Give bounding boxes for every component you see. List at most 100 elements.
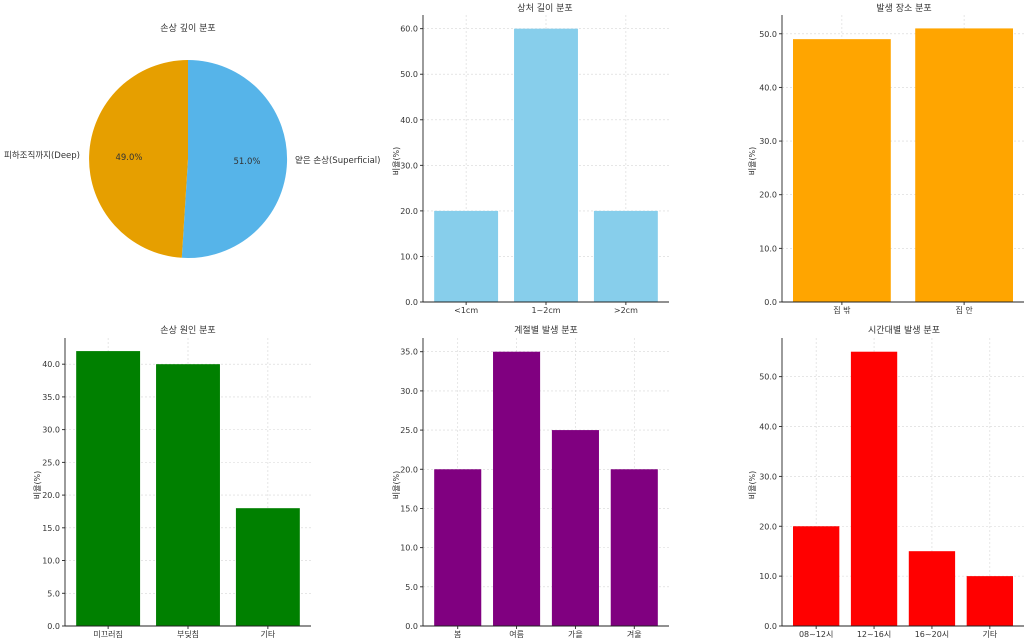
bar-panel-time: 시간대별 발생 분포 비율(%) 0.0 10.0 20.0 30.0 40.0 50.0…	[748, 325, 1024, 639]
y-tick-label: 30.0	[400, 161, 418, 170]
y-axis-label: 비율(%)	[748, 147, 757, 176]
bar	[850, 351, 898, 626]
bar	[908, 551, 956, 626]
x-tick-label: 기타	[261, 630, 276, 638]
y-tick-label: 35.0	[400, 348, 418, 357]
bar-panel-cause: 손상 원인 분포 비율(%) 0.0 5.0 10.0 15.0 20.0 25.0 30.…	[33, 325, 311, 639]
y-tick-label: 50.0	[759, 373, 777, 382]
y-tick-label: 40.0	[759, 423, 777, 432]
y-tick-label: 20.0	[400, 465, 418, 474]
y-tick-label: 50.0	[759, 30, 777, 39]
bar	[434, 469, 482, 626]
y-tick-label: 5.0	[405, 583, 418, 592]
y-tick-label: 0.0	[764, 298, 777, 307]
x-tick-label: 가을	[568, 630, 583, 638]
bar	[434, 210, 499, 302]
chart-title: 발생 장소 분포	[876, 3, 931, 14]
bar-panel-wound-length: 상처 길이 분포 비율(%) 0.0 10.0 20.0 30.0 40.0 50.0 60…	[392, 2, 669, 315]
y-tick-label: 30.0	[759, 137, 777, 146]
chart-title: 계절별 발생 분포	[514, 324, 578, 336]
bar	[156, 364, 220, 626]
x-tick-label: 집 밖	[833, 305, 851, 315]
pie-slice-superficial	[181, 59, 288, 258]
x-tick-label: 봄	[454, 630, 461, 638]
y-tick-label: 40.0	[400, 116, 418, 125]
pie-label-deep: 피하조직까지(Deep)	[4, 150, 80, 161]
y-tick-label: 15.0	[42, 524, 60, 533]
y-tick-label: 10.0	[759, 572, 777, 581]
y-tick-label: 20.0	[400, 207, 418, 216]
y-tick-label: 30.0	[759, 472, 777, 481]
pie-slice-deep	[89, 60, 188, 258]
y-tick-label: 30.0	[400, 387, 418, 396]
y-tick-label: 0.0	[764, 622, 777, 631]
bar	[793, 526, 840, 626]
y-tick-label: 20.0	[759, 191, 777, 200]
y-axis-label: 비율(%)	[33, 471, 42, 500]
x-tick-label: 부딪침	[177, 629, 199, 638]
bars	[76, 351, 300, 626]
x-tick-label: 겨울	[627, 630, 642, 638]
bar	[514, 28, 578, 302]
y-tick-label: 50.0	[400, 70, 418, 79]
y-tick-label: 15.0	[400, 504, 418, 513]
x-tick-label: 기타	[982, 630, 997, 638]
chart-title: 시간대별 발생 분포	[868, 325, 940, 336]
y-tick-label: 40.0	[759, 83, 777, 92]
y-axis-label: 비율(%)	[748, 471, 757, 500]
bars	[793, 351, 1013, 626]
axes: 0.0 5.0 10.0 15.0 20.0 25.0 30.0 35.0 봄 여름 가을 겨울	[400, 338, 669, 639]
chart-title: 손상 원인 분포	[160, 325, 215, 336]
axes: 0.0 10.0 20.0 30.0 40.0 50.0 08~12시 12~16시 16~20…	[759, 338, 1024, 639]
pie-panel-depth: 손상 깊이 분포 얕은 손상(Superficial) 피하조직까지(Deep)…	[4, 22, 380, 258]
y-tick-label: 25.0	[42, 458, 60, 467]
y-axis-label: 비율(%)	[392, 147, 401, 176]
bars	[793, 28, 1013, 302]
y-tick-label: 35.0	[42, 393, 60, 402]
y-tick-label: 20.0	[759, 522, 777, 531]
y-tick-label: 60.0	[400, 25, 418, 34]
y-tick-label: 0.0	[405, 298, 418, 307]
y-tick-label: 10.0	[759, 244, 777, 253]
y-tick-label: 5.0	[47, 589, 60, 598]
y-tick-label: 10.0	[400, 252, 418, 261]
bar	[235, 508, 300, 626]
y-tick-label: 20.0	[42, 491, 60, 500]
x-tick-label: 08~12시	[799, 630, 833, 638]
bar	[551, 430, 599, 626]
bar	[915, 28, 1013, 302]
y-tick-label: 30.0	[42, 426, 60, 435]
x-tick-label: 여름	[509, 629, 524, 638]
axes: 0.0 5.0 10.0 15.0 20.0 25.0 30.0 35.0 40.0 미끄러짐 부딪…	[42, 338, 311, 639]
x-tick-label: 12~16시	[857, 630, 891, 638]
pie-pct-deep: 49.0%	[115, 153, 142, 163]
axes: 0.0 10.0 20.0 30.0 40.0 50.0 60.0 <1cm 1~2cm >2cm	[400, 15, 669, 315]
bar	[493, 351, 541, 626]
y-tick-label: 0.0	[47, 622, 60, 631]
chart-title: 손상 깊이 분포	[160, 22, 215, 34]
y-tick-label: 10.0	[42, 557, 60, 566]
y-axis-label: 비율(%)	[392, 471, 401, 500]
pie-pct-superficial: 51.0%	[233, 157, 260, 167]
bar-panel-location: 발생 장소 분포 비율(%) 0.0 10.0 20.0 30.0 40.0 50.0 집 …	[748, 3, 1024, 315]
y-tick-label: 25.0	[400, 426, 418, 435]
bars	[434, 351, 658, 626]
x-tick-label: 미끄러짐	[93, 629, 122, 638]
bars	[434, 28, 658, 302]
x-tick-label: 1~2cm	[531, 306, 560, 315]
bar	[593, 210, 658, 302]
chart-title: 상처 길이 분포	[517, 2, 572, 14]
x-tick-label: 집 안	[955, 305, 973, 315]
axes: 0.0 10.0 20.0 30.0 40.0 50.0 집 밖 집 안	[759, 15, 1024, 315]
bar	[76, 351, 141, 626]
y-tick-label: 40.0	[42, 360, 60, 369]
y-tick-label: 0.0	[405, 622, 418, 631]
x-tick-label: >2cm	[614, 306, 638, 315]
x-tick-label: <1cm	[454, 306, 478, 315]
pie-label-superficial: 얕은 손상(Superficial)	[295, 155, 380, 166]
bar	[966, 576, 1013, 626]
x-tick-label: 16~20시	[915, 630, 949, 638]
y-tick-label: 10.0	[400, 544, 418, 553]
